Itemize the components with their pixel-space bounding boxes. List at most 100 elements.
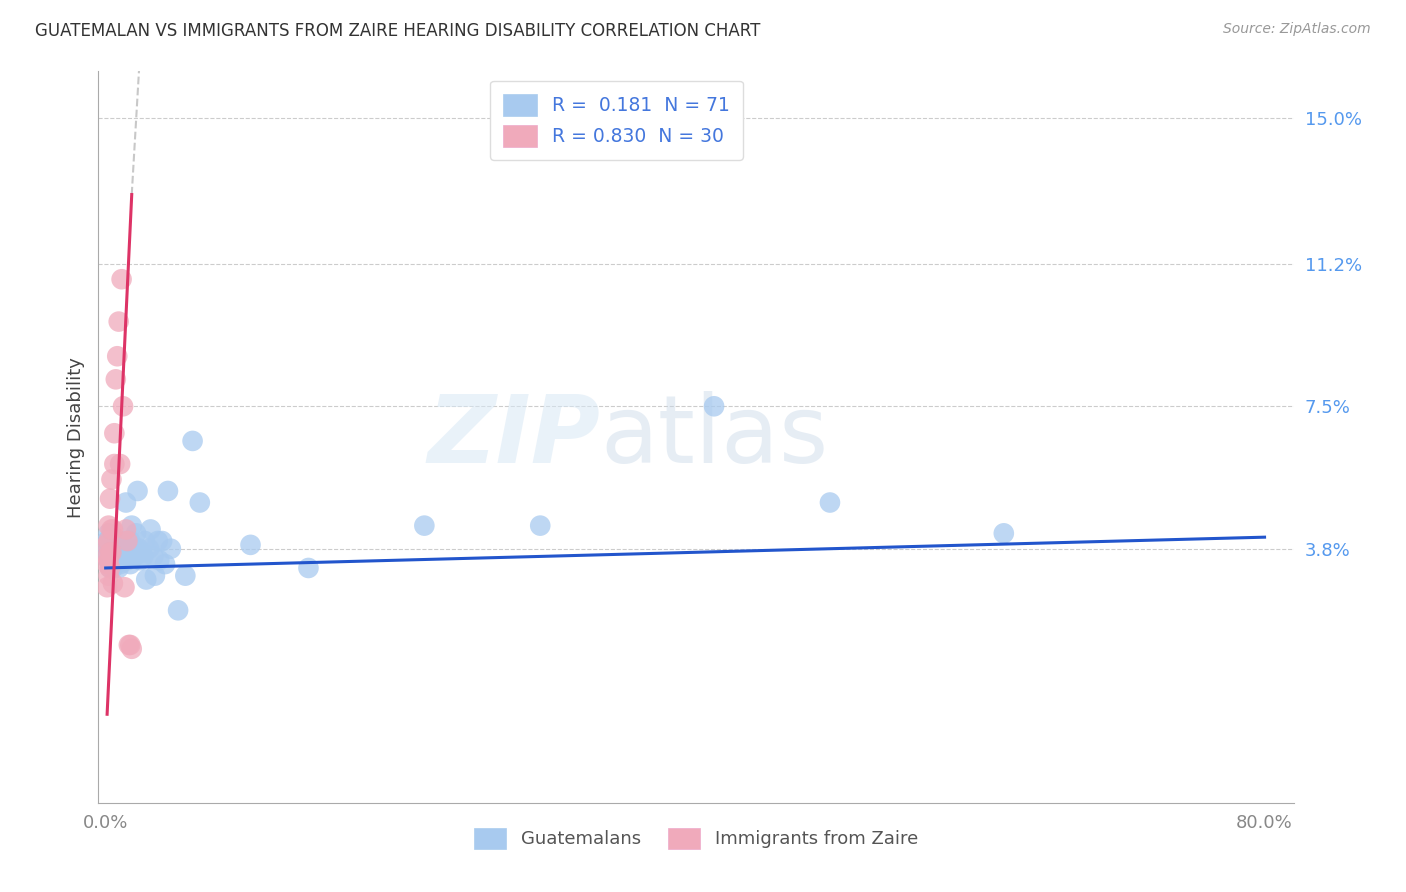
Point [128, 541, 150, 556]
Point [297, 561, 319, 575]
Point [148, 553, 170, 567]
Point [125, 526, 148, 541]
Point [129, 553, 152, 567]
Point [100, 472, 122, 486]
Point [101, 523, 124, 537]
Point [188, 495, 211, 509]
Point [97, 568, 120, 582]
Point [146, 534, 169, 549]
Point [96, 545, 118, 559]
Point [413, 518, 436, 533]
Point [98, 561, 121, 575]
Point [135, 573, 157, 587]
Point [110, 549, 132, 564]
Point [98, 530, 121, 544]
Point [120, 638, 142, 652]
Text: GUATEMALAN VS IMMIGRANTS FROM ZAIRE HEARING DISABILITY CORRELATION CHART: GUATEMALAN VS IMMIGRANTS FROM ZAIRE HEAR… [35, 22, 761, 40]
Point [117, 534, 139, 549]
Point [181, 434, 204, 448]
Point [239, 538, 262, 552]
Point [143, 568, 166, 582]
Point [167, 603, 190, 617]
Point [153, 557, 176, 571]
Point [103, 457, 125, 471]
Point [103, 530, 125, 544]
Text: atlas: atlas [600, 391, 828, 483]
Point [122, 545, 145, 559]
Point [101, 576, 124, 591]
Point [96, 538, 118, 552]
Point [100, 545, 122, 559]
Point [160, 541, 183, 556]
Point [98, 541, 121, 556]
Point [101, 538, 124, 552]
Point [110, 272, 132, 286]
Point [112, 399, 135, 413]
Point [101, 549, 124, 564]
Point [114, 545, 136, 559]
Point [103, 426, 125, 441]
Y-axis label: Hearing Disability: Hearing Disability [66, 357, 84, 517]
Point [98, 561, 121, 575]
Point [100, 534, 122, 549]
Point [121, 518, 143, 533]
Point [120, 557, 142, 571]
Point [104, 557, 127, 571]
Point [96, 557, 118, 571]
Point [98, 491, 121, 506]
Point [107, 545, 129, 559]
Point [98, 545, 121, 559]
Point [108, 457, 131, 471]
Point [138, 541, 160, 556]
Point [112, 541, 135, 556]
Point [97, 518, 120, 533]
Point [121, 641, 143, 656]
Point [118, 549, 141, 564]
Point [107, 315, 129, 329]
Point [100, 523, 122, 537]
Point [104, 372, 127, 386]
Legend: Guatemalans, Immigrants from Zaire: Guatemalans, Immigrants from Zaire [467, 821, 925, 856]
Point [118, 638, 141, 652]
Point [174, 568, 197, 582]
Point [529, 518, 551, 533]
Point [124, 549, 146, 564]
Point [98, 549, 121, 564]
Point [127, 483, 149, 498]
Point [105, 349, 128, 363]
Point [131, 545, 153, 559]
Point [156, 483, 179, 498]
Point [115, 495, 138, 509]
Point [115, 523, 138, 537]
Point [993, 526, 1015, 541]
Point [97, 526, 120, 541]
Text: ZIP: ZIP [427, 391, 600, 483]
Point [120, 534, 142, 549]
Point [100, 557, 122, 571]
Point [96, 580, 118, 594]
Point [139, 523, 162, 537]
Point [96, 549, 118, 564]
Point [96, 534, 118, 549]
Point [101, 561, 124, 575]
Point [105, 553, 128, 567]
Point [104, 545, 127, 559]
Point [103, 541, 125, 556]
Point [134, 534, 156, 549]
Point [818, 495, 841, 509]
Point [110, 534, 132, 549]
Point [703, 399, 725, 413]
Point [97, 534, 120, 549]
Point [150, 534, 173, 549]
Point [100, 545, 122, 559]
Point [108, 557, 131, 571]
Point [142, 549, 165, 564]
Point [97, 553, 120, 567]
Point [117, 553, 139, 567]
Point [97, 553, 120, 567]
Point [114, 580, 136, 594]
Point [107, 561, 129, 575]
Point [108, 538, 131, 552]
Point [105, 541, 128, 556]
Point [103, 553, 125, 567]
